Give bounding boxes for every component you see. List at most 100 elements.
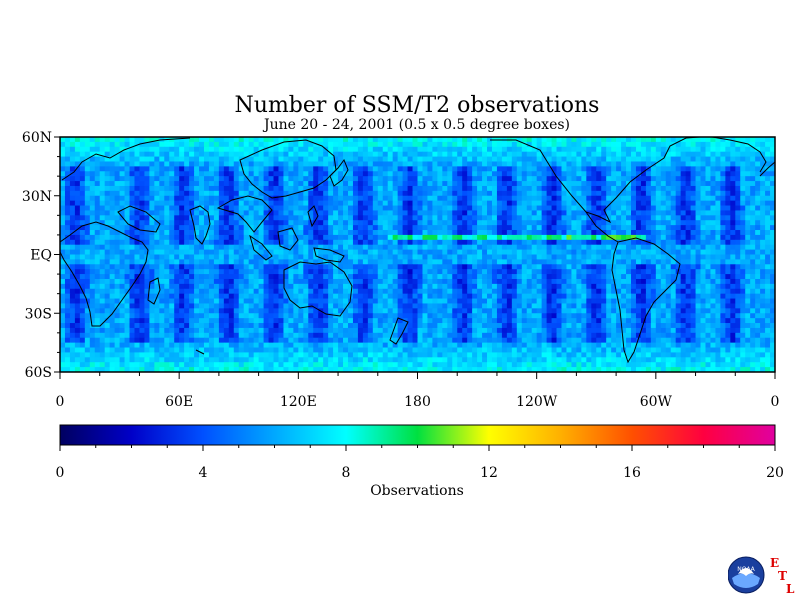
heatmap-cell [362, 303, 369, 309]
heatmap-cell [715, 181, 721, 187]
heatmap-cell [159, 190, 165, 197]
heatmap-cell [730, 230, 736, 236]
heatmap-cell [685, 288, 691, 295]
heatmap-cell [323, 230, 329, 236]
heatmap-cell [427, 156, 433, 162]
heatmap-cell [596, 195, 602, 202]
heatmap-cell [84, 185, 91, 192]
heatmap-cell [680, 200, 687, 206]
heatmap-cell [89, 171, 96, 177]
heatmap-cell [194, 176, 200, 182]
heatmap-cell [631, 254, 637, 260]
heatmap-cell [333, 293, 339, 299]
heatmap-cell [477, 254, 483, 260]
heatmap-cell [64, 230, 71, 236]
heatmap-cell [223, 151, 230, 157]
heatmap-cell [253, 220, 260, 226]
heatmap-cell [750, 190, 756, 197]
heatmap-cell [511, 205, 518, 211]
heatmap-cell [521, 205, 528, 211]
heatmap-cell [199, 141, 205, 148]
heatmap-cell [283, 249, 289, 255]
heatmap-cell [357, 185, 364, 192]
heatmap-cell [298, 215, 304, 221]
heatmap-cell [243, 205, 250, 211]
heatmap-cell [367, 171, 374, 177]
heatmap-cell [477, 244, 483, 251]
heatmap-cell [437, 264, 443, 270]
heatmap-cell [631, 278, 637, 285]
heatmap-cell [611, 171, 617, 177]
heatmap-cell [447, 137, 453, 143]
heatmap-cell [367, 298, 374, 304]
heatmap-cell [328, 171, 334, 177]
heatmap-cell [104, 151, 111, 157]
heatmap-cell [745, 215, 751, 221]
heatmap-cell [179, 200, 185, 206]
heatmap-cell [407, 293, 413, 299]
heatmap-cell [382, 283, 389, 290]
heatmap-cell [99, 259, 106, 265]
heatmap-cell [442, 283, 448, 290]
heatmap-cell [64, 254, 71, 260]
heatmap-cell [263, 293, 269, 299]
heatmap-cell [591, 200, 597, 206]
heatmap-cell [626, 259, 632, 265]
heatmap-cell [218, 288, 225, 295]
heatmap-cell [591, 283, 597, 290]
heatmap-cell [308, 288, 314, 295]
heatmap-cell [94, 239, 101, 246]
heatmap-cell [347, 171, 354, 177]
heatmap-cell [218, 274, 225, 280]
heatmap-cell [268, 230, 274, 236]
heatmap-cell [308, 161, 314, 167]
heatmap-cell [720, 283, 726, 290]
heatmap-cell [705, 161, 711, 167]
heatmap-cell [715, 234, 721, 241]
heatmap-cell [442, 215, 448, 221]
heatmap-cell [233, 151, 240, 157]
heatmap-cell [233, 278, 240, 285]
heatmap-cell [700, 225, 706, 231]
heatmap-cell [531, 181, 538, 187]
heatmap-cell [477, 283, 483, 290]
heatmap-cell [79, 171, 86, 177]
heatmap-cell [298, 244, 304, 251]
heatmap-cell [159, 225, 165, 231]
heatmap-cell [447, 195, 453, 202]
heatmap-cell [745, 278, 751, 285]
heatmap-cell [536, 151, 543, 157]
heatmap-cell [536, 137, 543, 143]
heatmap-cell [477, 298, 483, 304]
heatmap-cell [541, 200, 547, 206]
heatmap-cell [318, 146, 324, 153]
heatmap-cell [104, 264, 111, 270]
heatmap-cell [377, 181, 384, 187]
heatmap-cell [179, 230, 185, 236]
heatmap-cell [720, 298, 726, 304]
heatmap-cell [253, 215, 260, 221]
heatmap-cell [89, 161, 96, 167]
heatmap-cell [467, 230, 473, 236]
heatmap-cell [531, 278, 538, 285]
heatmap-cell [397, 225, 404, 231]
heatmap-cell [477, 225, 483, 231]
heatmap-cell [184, 171, 190, 177]
heatmap-cell [248, 288, 255, 295]
heatmap-cell [313, 230, 319, 236]
heatmap-cell [303, 225, 309, 231]
heatmap-cell [333, 264, 339, 270]
heatmap-cell [144, 181, 150, 187]
heatmap-cell [770, 244, 775, 251]
heatmap-cell [402, 239, 408, 246]
heatmap-cell [273, 176, 279, 182]
heatmap-cell [357, 166, 364, 172]
heatmap-cell [765, 161, 771, 167]
heatmap-cell [730, 156, 736, 162]
heatmap-cell [352, 298, 359, 304]
heatmap-cell [710, 269, 716, 275]
heatmap-cell [442, 259, 448, 265]
heatmap-cell [631, 220, 637, 226]
heatmap-cell [208, 249, 215, 255]
heatmap-cell [149, 244, 155, 251]
